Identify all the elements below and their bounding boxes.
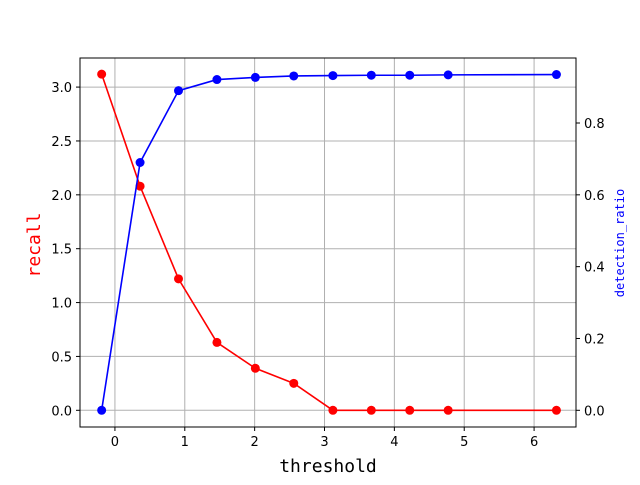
x-tick-label: 6 (530, 435, 538, 450)
recall-point (212, 337, 222, 347)
y-axis-left-label: recall (24, 212, 45, 277)
y-left-tick-label: 0.0 (51, 404, 72, 419)
detection_ratio-point (551, 70, 561, 80)
detection_ratio-point (250, 72, 260, 82)
y-right-tick-label: 0.0 (584, 404, 605, 419)
detection_ratio-point (212, 75, 222, 85)
x-tick-label: 0 (111, 435, 119, 450)
x-tick-label: 4 (390, 435, 398, 450)
series-layer (97, 69, 561, 415)
detection_ratio-point (174, 86, 184, 96)
recall-point (135, 181, 145, 191)
recall-point (289, 378, 299, 388)
y-left-tick-label: 0.5 (51, 350, 72, 365)
recall-point (366, 405, 376, 415)
detection_ratio-point (443, 70, 453, 80)
recall-point (405, 405, 415, 415)
recall-point (328, 405, 338, 415)
recall-point (250, 363, 260, 373)
recall-point (97, 69, 107, 79)
detection_ratio-point (328, 71, 338, 81)
y-right-tick-label: 0.8 (584, 117, 605, 132)
y-left-tick-label: 1.5 (51, 243, 72, 258)
recall-point (443, 405, 453, 415)
y-left-tick-label: 2.0 (51, 189, 72, 204)
y-axis-right-label: detection_ratio (613, 189, 627, 297)
y-right-tick-label: 0.4 (584, 261, 605, 276)
x-tick-label: 5 (460, 435, 468, 450)
ticks: 0 1 2 3 4 5 6 0.0 0.5 1.0 1.5 2.0 2.5 3.0 0.0 0.2 0.4 0.6… (51, 81, 604, 450)
y-left-tick-label: 1.0 (51, 297, 72, 312)
recall-point (551, 405, 561, 415)
x-axis-label: threshold (279, 456, 377, 477)
detection_ratio-point (405, 70, 415, 80)
plot-frame (79, 57, 577, 428)
y-left-tick-label: 3.0 (51, 81, 72, 96)
y-left-tick-label: 2.5 (51, 135, 72, 150)
detection_ratio-point (135, 158, 145, 168)
recall-point (174, 274, 184, 284)
grid (80, 58, 576, 427)
y-right-tick-label: 0.2 (584, 332, 605, 347)
detection_ratio-point (289, 71, 299, 81)
x-tick-label: 1 (181, 435, 189, 450)
detection_ratio-point (97, 405, 107, 415)
x-tick-label: 3 (320, 435, 328, 450)
detection_ratio-point (366, 70, 376, 80)
x-tick-label: 2 (251, 435, 259, 450)
y-right-tick-label: 0.6 (584, 189, 605, 204)
